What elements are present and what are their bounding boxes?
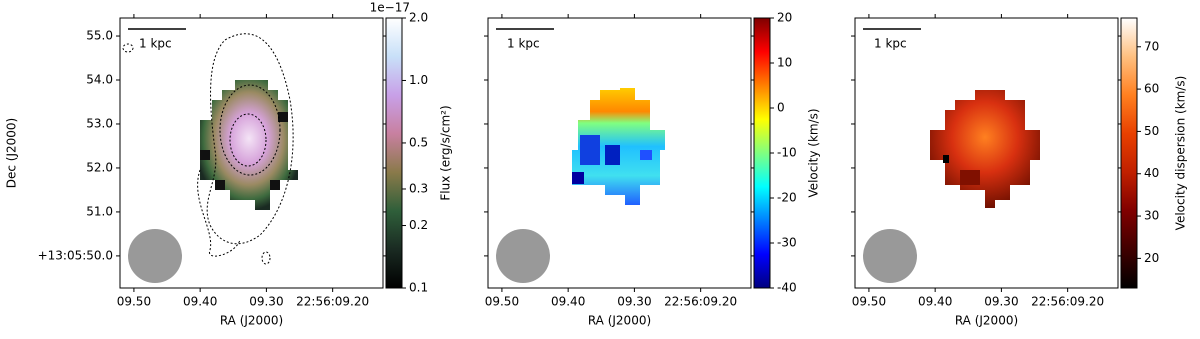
- colorbar-tick-label: -10: [777, 146, 797, 160]
- scale-bar-label: 1 kpc: [507, 37, 540, 51]
- colorbar: [753, 17, 771, 289]
- scale-bar-label: 1 kpc: [139, 37, 172, 51]
- x-tick-label: 09.30: [617, 295, 651, 309]
- colorbar-tick-label: 0.3: [409, 181, 428, 195]
- x-tick-label: 09.40: [183, 295, 217, 309]
- y-tick-label: 55.0: [86, 29, 113, 43]
- beam: [863, 229, 917, 283]
- colorbar-label: Velocity dispersion (km/s): [1174, 76, 1188, 231]
- colorbar-tick-label: 50: [1144, 124, 1159, 138]
- x-tick-label: 09.40: [551, 295, 585, 309]
- beam: [128, 229, 182, 283]
- colorbar-tick-label: 2.0: [409, 11, 428, 25]
- colorbar-tick-label: 30: [1144, 209, 1159, 223]
- colorbar-tick-label: 1.0: [409, 73, 428, 87]
- axes-frame: [854, 17, 1119, 289]
- x-axis-label: RA (J2000): [220, 314, 283, 328]
- x-axis-label: RA (J2000): [588, 314, 651, 328]
- colorbar-tick-label: 0.5: [409, 135, 428, 149]
- x-tick-label: 22:56:09.20: [1031, 295, 1104, 309]
- y-tick-label: 53.0: [86, 116, 113, 130]
- colorbar-tick-label: 10: [777, 56, 792, 70]
- colorbar-tick-label: 0.2: [409, 218, 428, 232]
- x-tick-label: 09.40: [918, 295, 952, 309]
- x-tick-label: 22:56:09.20: [664, 295, 737, 309]
- y-tick-label: +13:05:50.0: [38, 248, 113, 262]
- axes-frame: [487, 17, 752, 289]
- beam: [496, 229, 550, 283]
- axes-frame: [119, 17, 384, 289]
- dispersion-map: [930, 90, 1040, 208]
- colorbar: [1120, 17, 1138, 289]
- colorbar-tick-label: 40: [1144, 166, 1159, 180]
- colorbar-tick-label: 20: [1144, 251, 1159, 265]
- colorbar-tick-label: -40: [777, 281, 797, 295]
- colorbar-tick-label: -30: [777, 236, 797, 250]
- y-axis-label: Dec (J2000): [5, 118, 19, 188]
- x-tick-label: 09.50: [852, 295, 886, 309]
- scale-bar-label: 1 kpc: [874, 37, 907, 51]
- x-tick-label: 09.50: [485, 295, 519, 309]
- x-tick-label: 09.50: [117, 295, 151, 309]
- colorbar-tick-label: 0: [777, 101, 785, 115]
- y-tick-label: 54.0: [86, 73, 113, 87]
- velocity-map: [572, 88, 665, 205]
- x-tick-label: 09.30: [249, 295, 283, 309]
- colorbar-tick-label: 20: [777, 11, 792, 25]
- y-tick-label: 52.0: [86, 160, 113, 174]
- colorbar-label: Velocity (km/s): [807, 108, 821, 197]
- colorbar-label: Flux (erg/s/cm²): [439, 105, 453, 200]
- colorbar-tick-label: 60: [1144, 82, 1159, 96]
- colorbar-tick-label: 0.1: [409, 281, 428, 295]
- y-tick-label: 51.0: [86, 204, 113, 218]
- x-axis-label: RA (J2000): [955, 314, 1018, 328]
- colorbar-offset: 1e−17: [370, 1, 410, 15]
- colorbar: [385, 17, 403, 289]
- x-tick-label: 22:56:09.20: [296, 295, 369, 309]
- flux-map: [122, 33, 298, 265]
- x-tick-label: 09.30: [984, 295, 1018, 309]
- colorbar-tick-label: -20: [777, 191, 797, 205]
- colorbar-tick-label: 70: [1144, 39, 1159, 53]
